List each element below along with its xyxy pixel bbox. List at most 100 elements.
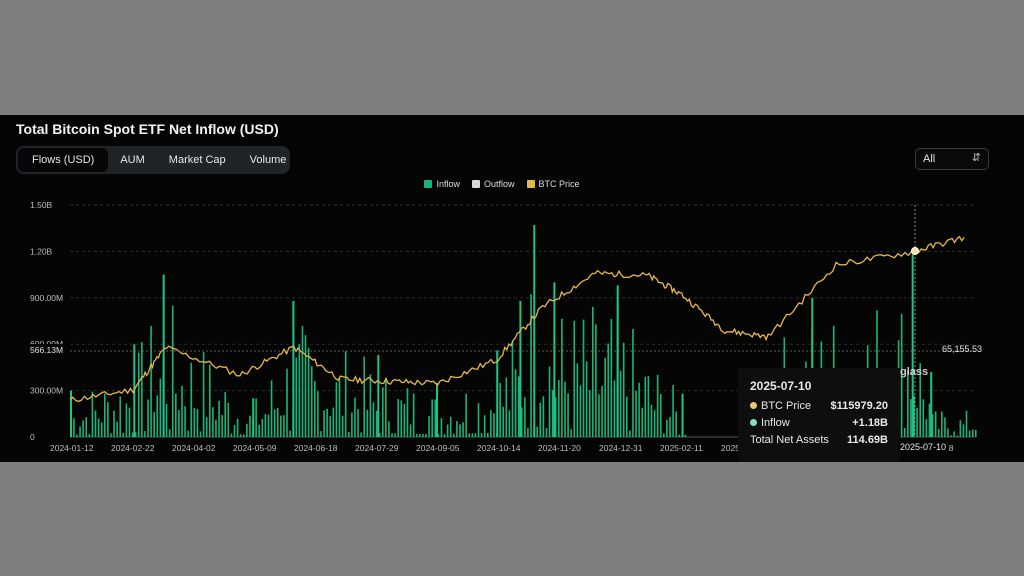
inflow-bar [406, 388, 409, 437]
inflow-bar [378, 432, 381, 437]
inflow-bar [916, 407, 918, 437]
inflow-bar [477, 403, 480, 437]
inflow-bar [298, 344, 301, 437]
legend-item-inflow[interactable]: Inflow [424, 179, 460, 189]
inflow-bar [931, 414, 934, 437]
legend-item-outflow[interactable]: Outflow [471, 179, 515, 189]
inflow-bar [919, 363, 922, 437]
inflow-bar [242, 434, 245, 437]
inflow-bar [289, 430, 291, 437]
inflow-bar [351, 412, 353, 437]
inflow-bar [570, 429, 572, 437]
inflow-bar [150, 325, 152, 437]
inflow-bar [490, 410, 492, 437]
inflow-bar [258, 424, 261, 437]
btc-price-dot-icon [750, 402, 757, 409]
inflow-bar [446, 424, 449, 437]
inflow-bar [79, 426, 81, 437]
inflow-peak-bar [519, 300, 522, 437]
inflow-bar [125, 403, 128, 437]
inflow-bar [85, 417, 88, 437]
inflow-bar [144, 431, 146, 437]
inflow-bar [360, 432, 362, 437]
x-tick-label: 2024-06-18 [294, 443, 338, 453]
tooltip-inflow-text: Inflow [761, 417, 790, 429]
legend-swatch-inflow [424, 180, 433, 188]
inflow-bar [434, 399, 437, 437]
inflow-bar [276, 407, 279, 437]
inflow-bar [397, 398, 400, 437]
inflow-bar [190, 362, 193, 437]
inflow-bar [672, 384, 674, 437]
inflow-bar [344, 351, 347, 437]
inflow-bar [181, 385, 183, 437]
inflow-bar [354, 397, 356, 437]
inflow-bar [675, 411, 677, 437]
inflow-bar [412, 393, 415, 437]
inflow-bar [137, 352, 140, 437]
inflow-bar [903, 428, 906, 437]
inflow-bar [391, 433, 393, 437]
inflow-dot-icon [750, 419, 757, 426]
legend-label-outflow: Outflow [483, 179, 515, 189]
crosshair: 566.13M [28, 205, 975, 437]
inflow-bar [215, 419, 217, 437]
inflow-bar [264, 414, 267, 437]
inflow-bar [440, 418, 443, 437]
legend-item-btc-price[interactable]: BTC Price [526, 179, 580, 189]
inflow-bar [937, 428, 940, 437]
inflow-bar [647, 376, 650, 437]
inflow-bar [443, 434, 446, 437]
inflow-bar [249, 415, 251, 437]
tab-volume[interactable]: Volume [249, 154, 287, 166]
crosshair-price-marker [911, 247, 919, 255]
inflow-bar [199, 431, 202, 437]
tab-flows[interactable]: Flows (USD) [18, 148, 109, 172]
inflow-bar [280, 415, 282, 437]
inflow-bar [91, 391, 94, 437]
inflow-bar [527, 428, 529, 437]
inflow-bar [653, 410, 656, 437]
inflow-bar [193, 407, 196, 437]
legend-swatch-btc-price [526, 180, 535, 188]
x-tick-label: 2024-05-09 [233, 443, 277, 453]
tab-aum[interactable]: AUM [120, 154, 145, 166]
time-range-select[interactable]: All ⇵ [915, 148, 989, 170]
inflow-bar [403, 403, 406, 437]
inflow-bar [171, 305, 174, 437]
metric-tabs: Flows (USD) AUM Market Cap Volume [16, 146, 290, 174]
inflow-bar [934, 411, 937, 437]
inflow-bar [107, 402, 109, 437]
inflow-bar [539, 402, 542, 437]
inflow-bar [629, 430, 631, 437]
inflow-bar [536, 426, 538, 437]
inflow-bar [453, 433, 455, 437]
inflow-bar [551, 390, 554, 437]
inflow-bar [221, 414, 223, 437]
y-tick-label: 1.20B [30, 246, 53, 256]
inflow-bar [419, 433, 421, 437]
inflow-bar [962, 424, 965, 437]
inflow-peak-bar [811, 297, 814, 437]
time-range-value: All [923, 153, 936, 165]
inflow-peak-bar [533, 225, 536, 437]
inflow-bar [178, 410, 180, 437]
inflow-bar [610, 318, 613, 437]
inflow-bar [564, 381, 566, 437]
inflow-bar [514, 369, 517, 437]
tab-market-cap[interactable]: Market Cap [168, 154, 226, 166]
inflow-bar [517, 376, 520, 437]
inflow-bar [388, 421, 390, 437]
inflow-peak-bar [681, 393, 684, 437]
inflow-bar [425, 434, 427, 437]
x-tick-label: 2024-09-05 [416, 443, 460, 453]
inflow-bar [341, 415, 344, 437]
tooltip-row-total-net-assets: Total Net Assets 114.69B [750, 434, 888, 448]
inflow-peak-bar [252, 398, 255, 437]
inflow-bar [505, 377, 508, 437]
inflow-bar [375, 410, 378, 437]
inflow-bar [134, 432, 137, 437]
inflow-bar [638, 382, 640, 437]
inflow-bar [116, 421, 118, 437]
